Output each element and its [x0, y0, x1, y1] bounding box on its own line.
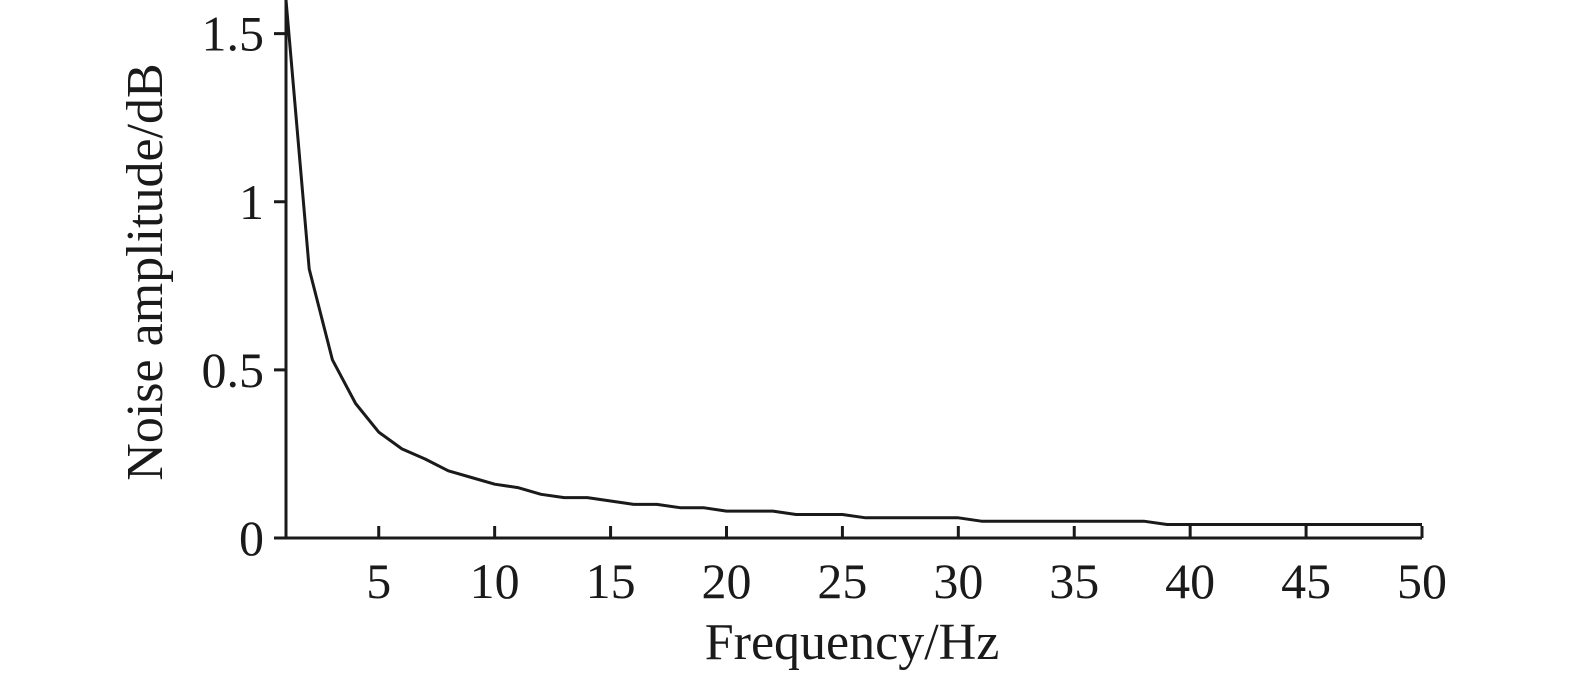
- x-tick-label: 40: [1165, 553, 1215, 609]
- x-tick-label: 20: [701, 553, 751, 609]
- axes: [284, 0, 1422, 540]
- x-tick-label: 15: [586, 553, 636, 609]
- x-tick-label: 10: [470, 553, 520, 609]
- x-tick-label: 25: [817, 553, 867, 609]
- y-tick-label: 1.5: [202, 6, 265, 62]
- y-tick-label: 0.5: [202, 342, 265, 398]
- x-tick-label: 30: [933, 553, 983, 609]
- y-tick-label: 0: [239, 510, 264, 566]
- x-tick-label: 50: [1397, 553, 1447, 609]
- x-tick-label: 35: [1049, 553, 1099, 609]
- y-axis-title: Noise amplitude/dB: [117, 63, 174, 480]
- y-tick-label: 1: [239, 174, 264, 230]
- x-tick-label: 5: [366, 553, 391, 609]
- series-line: [284, 0, 1422, 526]
- x-tick-label: 45: [1281, 553, 1331, 609]
- y-axis-ticks: 0 0.5 1 1.5: [202, 6, 286, 566]
- x-axis-ticks: 5 10 15 20 25 30 35 40 45 50: [366, 526, 1447, 609]
- x-axis-title: Frequency/Hz: [705, 614, 1000, 671]
